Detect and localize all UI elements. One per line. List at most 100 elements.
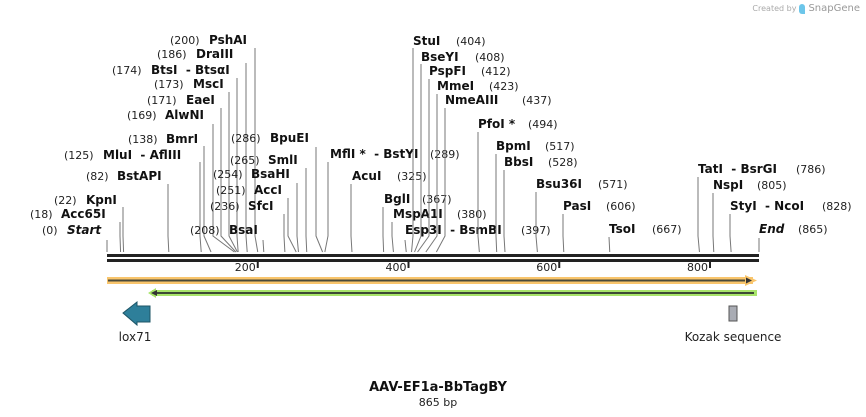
enzyme-site[interactable]: (286) BpuEI	[231, 131, 324, 253]
cut-position: (236)	[210, 200, 240, 213]
enzyme-name[interactable]: StuI	[413, 34, 440, 48]
enzyme-name[interactable]: BseYI	[421, 50, 459, 64]
cut-site-line	[228, 92, 238, 253]
enzyme-site[interactable]: (828) StyI - NcoI	[729, 199, 852, 253]
enzyme-site[interactable]: (236) SfcI	[210, 199, 286, 253]
enzyme-site[interactable]: (173) MscI	[154, 77, 238, 253]
enzyme-name[interactable]: BsaI	[229, 223, 258, 237]
enzyme-name[interactable]: End	[759, 222, 785, 236]
enzyme-name[interactable]: PfoI *	[478, 117, 516, 131]
enzyme-name[interactable]: MflI * - BstYI	[330, 147, 418, 161]
enzyme-site[interactable]: (404) StuI	[411, 34, 486, 253]
enzyme-site[interactable]: (200) PshAI	[170, 33, 259, 253]
enzyme-site[interactable]: (805) NspI	[712, 178, 787, 253]
enzyme-site[interactable]: (169) AlwNI	[127, 108, 235, 253]
backbone-top-strand[interactable]	[107, 254, 759, 257]
enzyme-site[interactable]: (254) BsaHI	[213, 167, 299, 253]
cut-site-line	[122, 207, 125, 253]
enzyme-name[interactable]: BmrI	[166, 132, 198, 146]
enzyme-site[interactable]: (786) TatI - BsrGI	[697, 162, 826, 253]
enzyme-name[interactable]: BtsI - BtsαI	[151, 63, 230, 77]
enzyme-name[interactable]: PasI	[563, 199, 591, 213]
enzyme-name[interactable]: AcuI	[352, 169, 381, 183]
enzyme-name[interactable]: SfcI	[248, 199, 273, 213]
enzyme-name[interactable]: MluI - AflIII	[103, 148, 181, 162]
start-marker[interactable]: (0) Start	[42, 223, 108, 252]
enzyme-name[interactable]: BsaHI	[251, 167, 290, 181]
enzyme-name[interactable]: MmeI	[437, 79, 474, 93]
enzyme-name[interactable]: KpnI	[86, 193, 117, 207]
cut-position: (208)	[190, 224, 220, 237]
enzyme-site[interactable]: (325) AcuI	[350, 169, 427, 253]
enzyme-site[interactable]: (408) BseYI	[414, 50, 505, 253]
cut-site-line	[414, 64, 422, 253]
enzyme-name[interactable]: AlwNI	[165, 108, 204, 122]
enzyme-site[interactable]: (82) BstAPI	[86, 169, 170, 253]
enzyme-site[interactable]: (571) Bsu36I	[535, 177, 628, 253]
cut-site-line	[382, 207, 385, 253]
enzyme-site[interactable]: (494) PfoI *	[477, 117, 558, 253]
cut-position: (138)	[128, 133, 158, 146]
enzyme-name[interactable]: TsoI	[609, 222, 635, 236]
cut-position: (571)	[598, 178, 628, 191]
cut-site-line	[324, 162, 329, 253]
enzyme-site[interactable]: (412) PspFI	[417, 64, 511, 253]
enzyme-name[interactable]: Acc65I	[61, 207, 106, 221]
enzyme-site[interactable]: (186) DraIII	[157, 47, 248, 253]
enzyme-name[interactable]: MspA1I	[393, 207, 443, 221]
enzyme-name[interactable]: BstAPI	[117, 169, 162, 183]
enzyme-site[interactable]: (208) BsaI	[190, 223, 265, 253]
backbone-bottom-strand[interactable]	[107, 259, 759, 262]
enzyme-site[interactable]: (437) NmeAIII	[435, 93, 552, 253]
enzyme-name[interactable]: PshAI	[209, 33, 247, 47]
enzyme-name[interactable]: SmlI	[268, 153, 298, 167]
enzyme-site[interactable]: (423) MmeI	[425, 79, 519, 253]
enzyme-name[interactable]: Start	[67, 223, 102, 237]
enzyme-site[interactable]: (606) PasI	[562, 199, 636, 253]
enzyme-site[interactable]: (251) AccI	[216, 183, 297, 253]
enzyme-name[interactable]: BbsI	[504, 155, 533, 169]
cut-position: (423)	[489, 80, 519, 93]
enzyme-site[interactable]: (125) MluI - AflIII	[64, 148, 202, 253]
cut-position: (254)	[213, 168, 243, 181]
cut-site-line	[425, 94, 438, 253]
enzyme-site[interactable]: (667) TsoI	[608, 222, 682, 253]
ruler-tick-label: 800	[687, 261, 708, 274]
cut-site-line	[262, 239, 265, 253]
enzyme-name[interactable]: Esp3I - BsmBI	[405, 223, 502, 237]
kozak-sequence-box[interactable]	[728, 305, 738, 322]
enzyme-name[interactable]: BpmI	[496, 139, 531, 153]
orange-feature-arrow[interactable]	[107, 275, 757, 286]
enzyme-name[interactable]: NspI	[713, 178, 743, 192]
cut-position: (494)	[528, 118, 558, 131]
enzyme-name[interactable]: BpuEI	[270, 131, 309, 145]
enzyme-site[interactable]: (265) SmlI	[230, 153, 308, 253]
enzyme-site[interactable]: (18) Acc65I	[30, 207, 122, 253]
enzyme-site[interactable]: (174) BtsI - BtsαI	[112, 63, 239, 253]
enzyme-site[interactable]: (22) KpnI	[54, 193, 125, 253]
ruler-tick-label: 600	[536, 261, 557, 274]
enzyme-name[interactable]: TatI - BsrGI	[698, 162, 777, 176]
cut-site-line	[167, 184, 170, 253]
enzyme-name[interactable]: EaeI	[186, 93, 215, 107]
enzyme-name[interactable]: NmeAIII	[445, 93, 498, 107]
enzyme-site[interactable]: (138) BmrI	[128, 132, 212, 253]
enzyme-site[interactable]: (171) EaeI	[147, 93, 237, 253]
enzyme-site[interactable]: (517) BpmI	[495, 139, 575, 253]
enzyme-name[interactable]: StyI - NcoI	[730, 199, 804, 213]
end-marker[interactable]: (865) End	[758, 222, 828, 252]
green-feature-arrow[interactable]	[148, 288, 757, 298]
enzyme-site[interactable]: (528) BbsI	[503, 155, 578, 253]
enzyme-name[interactable]: MscI	[193, 77, 224, 91]
enzyme-name[interactable]: Bsu36I	[536, 177, 582, 191]
enzyme-name[interactable]: BglI	[384, 192, 410, 206]
enzyme-name[interactable]: DraIII	[196, 47, 233, 61]
lox71-label[interactable]: lox71	[119, 330, 152, 344]
cut-site-line	[199, 162, 202, 253]
enzyme-name[interactable]: AccI	[254, 183, 282, 197]
cut-site-line	[697, 177, 700, 253]
lox71-arrow[interactable]	[122, 300, 151, 327]
enzyme-site[interactable]: (380) MspA1I	[391, 207, 487, 253]
enzyme-name[interactable]: PspFI	[429, 64, 466, 78]
kozak-sequence-label[interactable]: Kozak sequence	[685, 330, 782, 344]
